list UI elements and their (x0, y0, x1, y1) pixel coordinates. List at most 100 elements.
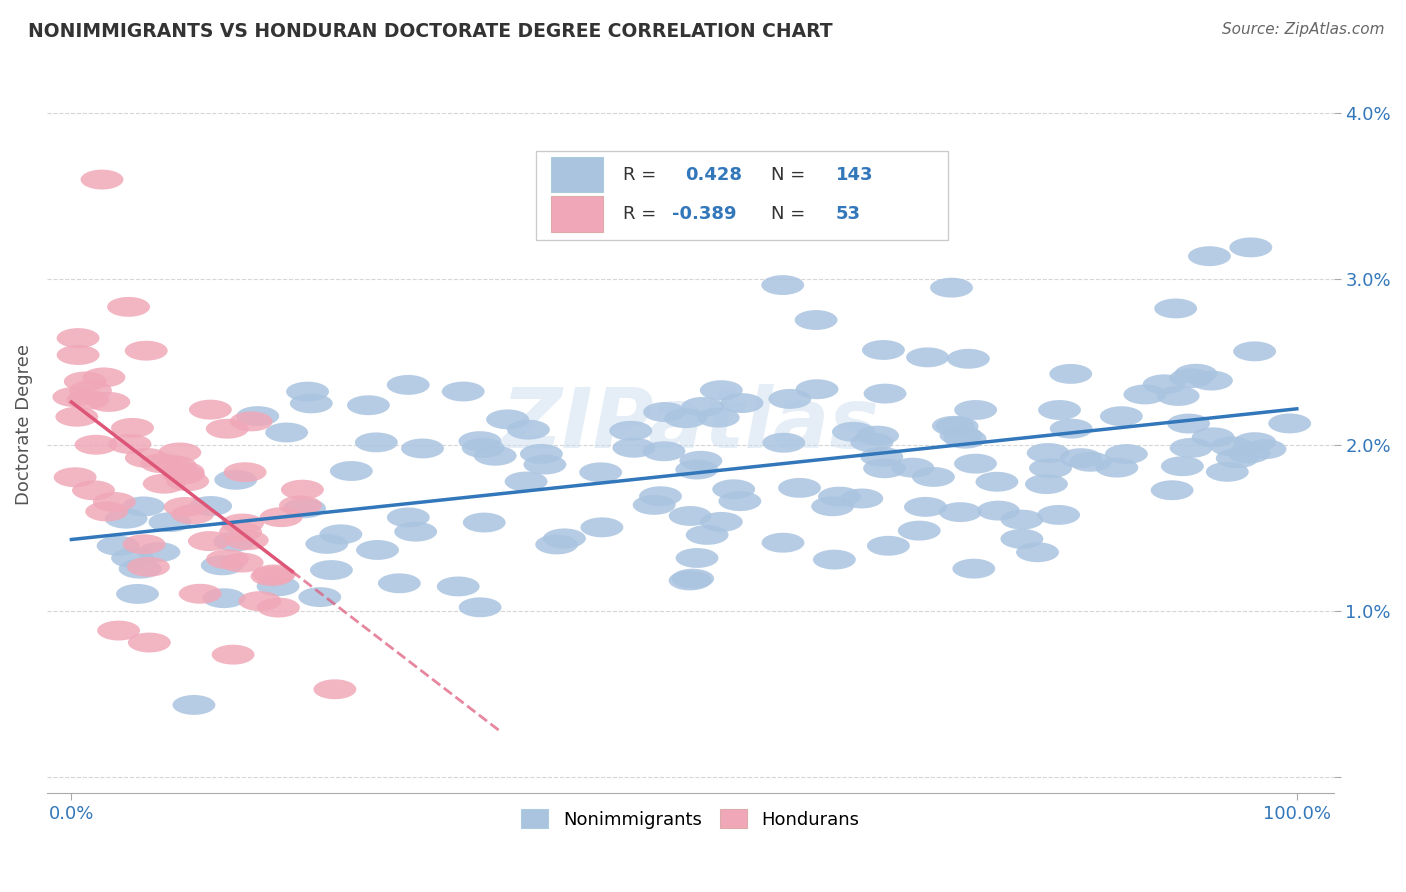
Ellipse shape (1170, 368, 1212, 388)
Ellipse shape (1105, 444, 1147, 464)
Ellipse shape (762, 533, 804, 553)
Ellipse shape (505, 472, 547, 491)
Ellipse shape (862, 340, 905, 360)
Ellipse shape (943, 429, 987, 449)
Ellipse shape (212, 645, 254, 665)
Ellipse shape (1229, 237, 1272, 258)
Ellipse shape (162, 461, 204, 482)
Ellipse shape (221, 514, 264, 533)
Ellipse shape (932, 416, 974, 436)
Text: ZIPatlas: ZIPatlas (502, 384, 879, 465)
Ellipse shape (856, 425, 898, 446)
Ellipse shape (640, 486, 682, 506)
Ellipse shape (314, 680, 356, 699)
Ellipse shape (1227, 443, 1270, 464)
Ellipse shape (581, 517, 623, 537)
Ellipse shape (1188, 246, 1230, 266)
Y-axis label: Doctorate Degree: Doctorate Degree (15, 343, 32, 505)
Ellipse shape (1123, 384, 1167, 404)
Ellipse shape (905, 347, 949, 368)
Ellipse shape (955, 400, 997, 420)
Text: 143: 143 (835, 166, 873, 184)
Ellipse shape (860, 447, 903, 467)
Ellipse shape (1154, 299, 1197, 318)
Ellipse shape (1161, 457, 1204, 476)
Ellipse shape (281, 480, 323, 500)
Ellipse shape (1060, 448, 1102, 468)
Ellipse shape (111, 418, 153, 438)
Ellipse shape (214, 470, 257, 490)
Ellipse shape (579, 462, 621, 483)
Ellipse shape (83, 368, 125, 387)
Ellipse shape (122, 534, 166, 554)
Text: 0.428: 0.428 (685, 166, 742, 184)
Ellipse shape (290, 393, 333, 413)
Ellipse shape (955, 454, 997, 474)
Ellipse shape (236, 406, 280, 426)
Legend: Nonimmigrants, Hondurans: Nonimmigrants, Hondurans (515, 802, 866, 836)
Ellipse shape (458, 431, 502, 451)
Ellipse shape (319, 524, 363, 544)
Ellipse shape (127, 557, 170, 577)
Ellipse shape (104, 508, 148, 529)
Ellipse shape (153, 456, 197, 475)
Ellipse shape (1268, 414, 1312, 434)
Ellipse shape (1049, 364, 1092, 384)
Ellipse shape (72, 481, 115, 500)
Ellipse shape (520, 444, 562, 464)
Ellipse shape (214, 532, 256, 551)
Ellipse shape (818, 487, 860, 507)
Ellipse shape (283, 499, 326, 518)
Ellipse shape (166, 471, 209, 491)
Ellipse shape (720, 393, 763, 413)
Ellipse shape (898, 521, 941, 541)
Ellipse shape (863, 384, 907, 403)
Ellipse shape (207, 549, 249, 569)
Ellipse shape (437, 576, 479, 597)
FancyBboxPatch shape (536, 151, 948, 240)
Ellipse shape (676, 548, 718, 568)
Ellipse shape (682, 397, 724, 417)
Ellipse shape (486, 409, 529, 429)
Ellipse shape (441, 382, 485, 401)
Ellipse shape (1069, 452, 1112, 472)
Ellipse shape (179, 583, 222, 604)
Ellipse shape (224, 462, 267, 483)
Ellipse shape (508, 420, 550, 440)
Ellipse shape (1157, 386, 1199, 406)
Ellipse shape (1050, 418, 1092, 439)
Ellipse shape (863, 458, 905, 478)
Ellipse shape (125, 341, 167, 360)
Ellipse shape (931, 277, 973, 298)
Ellipse shape (163, 497, 207, 516)
Ellipse shape (700, 512, 742, 532)
Ellipse shape (219, 522, 262, 542)
Ellipse shape (946, 349, 990, 368)
Ellipse shape (643, 402, 686, 422)
Ellipse shape (80, 169, 124, 189)
Ellipse shape (463, 513, 506, 533)
Ellipse shape (851, 433, 893, 452)
Ellipse shape (794, 310, 838, 330)
Bar (551, 196, 603, 232)
Ellipse shape (69, 381, 112, 401)
Ellipse shape (201, 556, 243, 575)
Ellipse shape (1001, 509, 1043, 530)
Ellipse shape (143, 474, 186, 493)
Ellipse shape (891, 458, 934, 477)
Ellipse shape (713, 479, 755, 500)
Ellipse shape (664, 409, 707, 428)
Ellipse shape (912, 467, 955, 487)
Ellipse shape (686, 525, 728, 545)
Ellipse shape (904, 497, 946, 516)
Ellipse shape (609, 421, 652, 441)
Ellipse shape (675, 459, 718, 480)
Ellipse shape (769, 389, 811, 409)
Ellipse shape (1192, 427, 1234, 447)
Ellipse shape (841, 489, 883, 508)
Ellipse shape (190, 496, 232, 516)
Ellipse shape (536, 534, 578, 555)
Text: R =: R = (623, 166, 657, 184)
Ellipse shape (832, 422, 875, 442)
Text: Source: ZipAtlas.com: Source: ZipAtlas.com (1222, 22, 1385, 37)
